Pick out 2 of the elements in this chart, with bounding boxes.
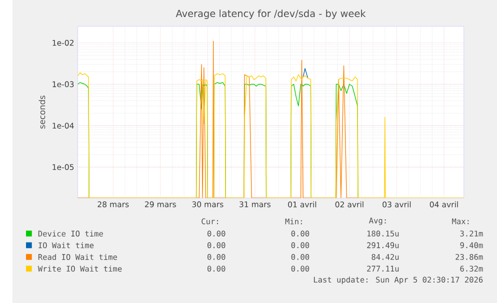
y-axis-title: seconds (38, 96, 46, 128)
chart-title: Average latency for /dev/sda - by week (176, 9, 366, 19)
